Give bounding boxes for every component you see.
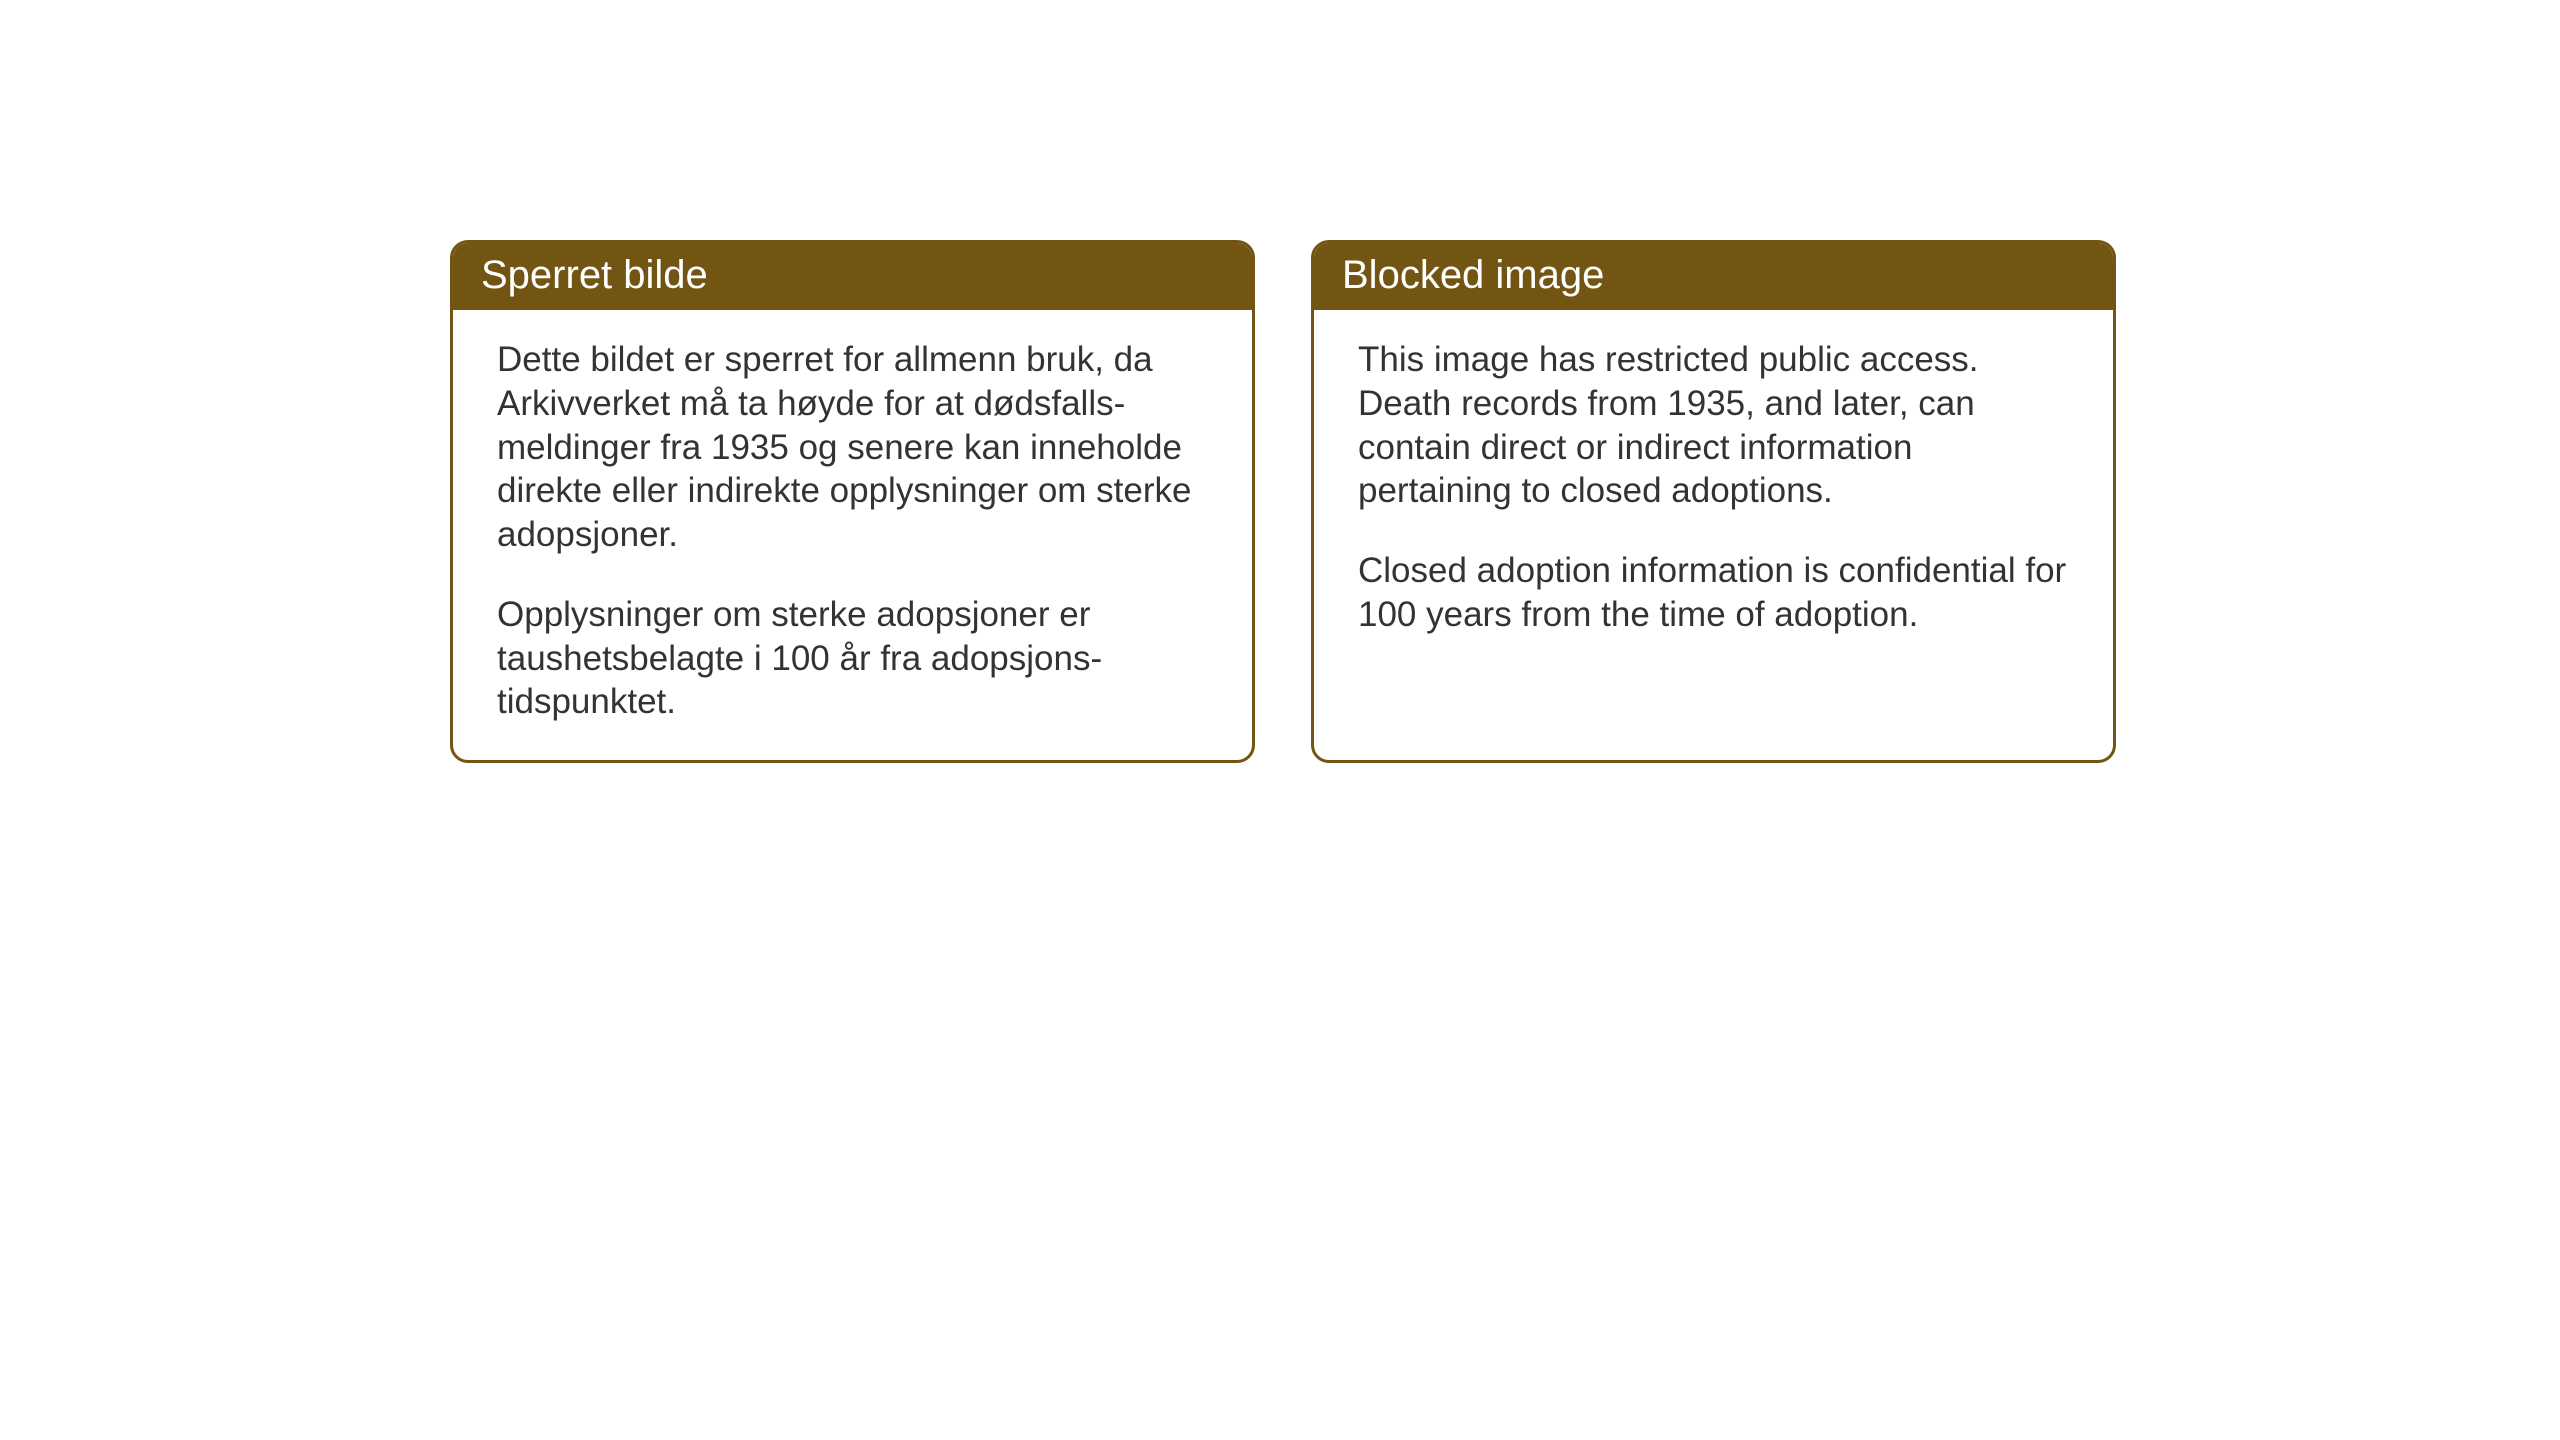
notice-card-english: Blocked image This image has restricted … [1311,240,2116,763]
notice-card-norwegian: Sperret bilde Dette bildet er sperret fo… [450,240,1255,763]
card-paragraph: This image has restricted public access.… [1358,338,2069,513]
card-paragraph: Opplysninger om sterke adopsjoner er tau… [497,593,1208,724]
card-header-norwegian: Sperret bilde [453,243,1252,310]
card-header-english: Blocked image [1314,243,2113,310]
card-paragraph: Dette bildet er sperret for allmenn bruk… [497,338,1208,557]
card-body-norwegian: Dette bildet er sperret for allmenn bruk… [453,310,1252,760]
card-paragraph: Closed adoption information is confident… [1358,549,2069,637]
notice-container: Sperret bilde Dette bildet er sperret fo… [450,240,2116,763]
card-body-english: This image has restricted public access.… [1314,310,2113,673]
